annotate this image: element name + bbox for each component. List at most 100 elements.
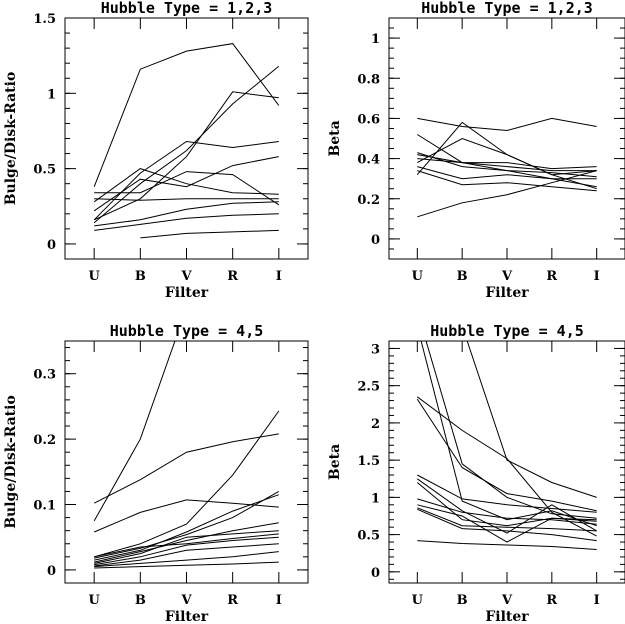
series-line-2: [93, 433, 279, 504]
x-tick-label: B: [135, 593, 146, 608]
y-tick-label: 0.5: [33, 163, 56, 178]
x-tick-label: I: [276, 593, 282, 608]
y-tick-label: 1: [371, 491, 380, 506]
x-tick-label: U: [88, 269, 100, 284]
x-tick-label: R: [227, 269, 238, 284]
series-line-2: [417, 134, 597, 170]
x-tick-label: B: [457, 269, 468, 284]
panel-2: Hubble Type = 1,2,3 0 0.2 0.4 0.6 0.8 1 U B V R I Fi…: [327, 0, 625, 301]
series-line-9: [417, 137, 597, 176]
series-line-7: [93, 168, 279, 203]
panel-title: Hubble Type = 1,2,3: [421, 0, 593, 17]
x-axis-label: Filter: [485, 609, 529, 624]
series-line-5: [93, 156, 279, 212]
x-tick-label: R: [227, 593, 238, 608]
series-line-4: [417, 158, 597, 172]
y-tick-label: 1.5: [357, 454, 380, 469]
x-tick-label: I: [594, 269, 600, 284]
y-tick-label: 1: [371, 32, 380, 47]
series-line-4: [93, 140, 279, 221]
x-axis-label: Filter: [165, 285, 209, 301]
panel-1: Hubble Type = 1,2,3 0 0.5 1 1.5 U B V R I Filter Bu…: [3, 0, 309, 301]
series-line-2: [93, 91, 279, 221]
plot-frame: [64, 340, 309, 584]
y-tick-label: 2.5: [357, 380, 380, 395]
series-line-10: [94, 536, 279, 566]
series-line-7: [417, 478, 597, 534]
y-tick-label: 1: [47, 87, 56, 102]
panel-title: Hubble Type = 4,5: [110, 322, 264, 340]
x-tick-label: I: [594, 593, 600, 608]
panel-title: Hubble Type = 1,2,3: [101, 0, 273, 17]
series-line-13: [417, 540, 597, 550]
y-tick-label: 2: [371, 417, 380, 432]
series-line-4: [94, 410, 280, 558]
series-line-8: [94, 198, 279, 201]
series-line-9: [94, 201, 279, 227]
series-line-3: [466, 341, 597, 498]
series-line-6: [94, 494, 279, 561]
y-tick-label: 0.4: [357, 153, 380, 168]
x-tick-label: R: [546, 269, 557, 284]
series-line-2: [420, 341, 597, 527]
y-tick-label: 0: [47, 564, 56, 579]
y-tick-label: 0.2: [357, 193, 380, 208]
x-tick-label: B: [135, 269, 146, 284]
series-group: [93, 43, 280, 239]
series-group: [416, 117, 597, 218]
y-tick-label: 0: [47, 238, 56, 253]
y-axis-label: Beta: [327, 120, 343, 156]
y-tick-label: 0.6: [357, 112, 380, 127]
series-line-1: [417, 117, 597, 132]
x-tick-label: U: [412, 593, 424, 608]
series-line-9: [94, 533, 279, 558]
series-line-12: [417, 508, 597, 542]
x-tick-label: U: [412, 269, 424, 284]
panel-3: Hubble Type = 4,5 0 0.1 0.2 0.3 U B V R I Filter Bu…: [3, 322, 309, 624]
series-line-3: [93, 65, 280, 224]
y-tick-label: 0.2: [33, 433, 56, 448]
y-tick-label: 0.3: [33, 368, 56, 383]
y-tick-label: 0.5: [357, 529, 380, 544]
x-tick-label: U: [88, 593, 100, 608]
series-line-5: [416, 398, 597, 512]
series-group: [93, 341, 280, 569]
y-tick-label: 0: [371, 233, 380, 248]
y-tick-label: 1.5: [33, 12, 56, 27]
x-tick-label: I: [276, 269, 282, 284]
series-line-3: [94, 499, 279, 533]
series-line-4: [417, 396, 597, 537]
x-tick-label: V: [180, 269, 192, 284]
y-axis-label: Beta: [327, 444, 343, 480]
series-line-10: [417, 504, 597, 543]
y-tick-label: 0.8: [357, 72, 380, 87]
series-line-7: [417, 170, 597, 192]
series-line-11: [140, 229, 279, 239]
y-axis-label: Bulge/Disk-Ratio: [3, 395, 19, 529]
series-group: [416, 341, 597, 550]
series-line-10: [94, 213, 279, 231]
x-tick-label: V: [501, 269, 513, 284]
panel-title: Hubble Type = 4,5: [430, 322, 584, 340]
series-line-11: [417, 507, 597, 532]
series-line-6: [417, 474, 597, 513]
series-line-7: [94, 522, 279, 563]
y-tick-label: 3: [371, 342, 380, 357]
series-line-6: [417, 166, 597, 188]
plot-frame: [64, 17, 309, 260]
x-axis-label: Filter: [165, 609, 209, 624]
panel-4: Hubble Type = 4,5 0 0.5 1 1.5 2 2.5 3 U B V R I Filte…: [327, 322, 625, 624]
series-line-8: [94, 530, 279, 564]
x-tick-label: V: [501, 593, 513, 608]
series-line-6: [94, 171, 280, 206]
x-tick-label: B: [457, 593, 468, 608]
x-tick-label: R: [546, 593, 557, 608]
series-line-12: [94, 551, 279, 568]
series-line-9: [417, 498, 597, 525]
x-axis-label: Filter: [485, 285, 529, 301]
series-line-11: [94, 543, 279, 567]
series-line-1: [93, 43, 280, 187]
series-line-5: [94, 490, 280, 559]
x-tick-label: V: [180, 593, 192, 608]
